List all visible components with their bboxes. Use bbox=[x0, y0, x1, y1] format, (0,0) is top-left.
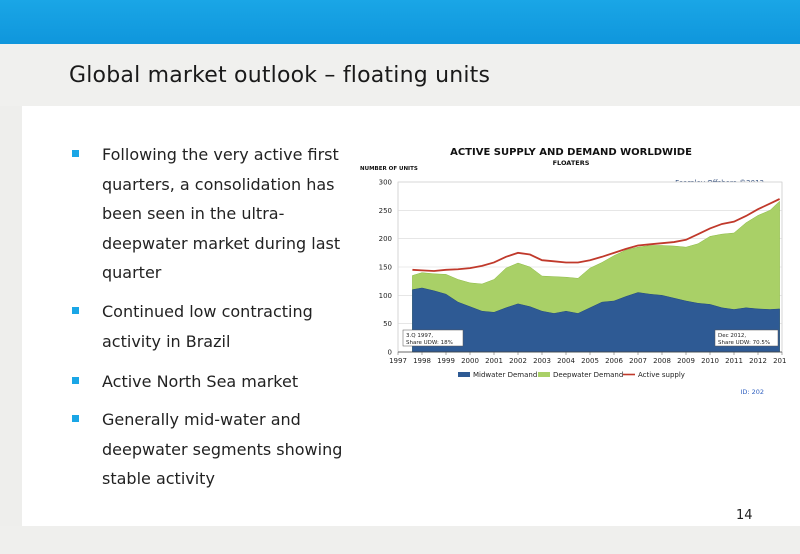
legend-swatch bbox=[458, 372, 470, 377]
supply-demand-chart: ACTIVE SUPPLY AND DEMAND WORLDWIDE FLOAT… bbox=[358, 140, 786, 406]
chart-id-note: ID: 202 bbox=[740, 388, 764, 396]
x-tick-label: 2008 bbox=[653, 357, 671, 365]
title-band bbox=[0, 44, 800, 106]
annotation-left-line2: Share UDW: 18% bbox=[406, 340, 453, 346]
annotation-left-line1: 3.Q 1997, bbox=[406, 333, 433, 339]
y-tick-label: 0 bbox=[388, 349, 392, 357]
bullet-item: Following the very active first quarters… bbox=[72, 140, 351, 288]
bullet-square-icon bbox=[72, 415, 79, 422]
chart-subtitle: FLOATERS bbox=[553, 159, 590, 167]
legend-swatch bbox=[538, 372, 550, 377]
x-tick-label: 2011 bbox=[725, 357, 743, 365]
x-tick-label: 2002 bbox=[509, 357, 527, 365]
annotation-right-line1: Dec 2012, bbox=[718, 333, 746, 339]
x-tick-label: 1999 bbox=[437, 357, 455, 365]
bullet-text: Generally mid-water and deepwater segmen… bbox=[102, 410, 343, 488]
y-tick-label: 300 bbox=[379, 179, 392, 187]
x-tick-label: 2006 bbox=[605, 357, 623, 365]
midwater-demand-area bbox=[412, 287, 780, 353]
active-supply-line bbox=[412, 198, 780, 272]
annotation-left: 3.Q 1997, Share UDW: 18% bbox=[402, 329, 464, 347]
legend-label: Midwater Demand bbox=[473, 371, 537, 379]
y-tick-label: 50 bbox=[383, 320, 392, 328]
x-tick-label: 2012 bbox=[749, 357, 767, 365]
y-tick-label: 200 bbox=[379, 235, 392, 243]
x-tick-label: 1997 bbox=[389, 357, 407, 365]
bullet-text: Active North Sea market bbox=[102, 372, 299, 391]
slide-title: Global market outlook – floating units bbox=[69, 63, 491, 88]
annotation-right-line2: Share UDW: 70.5% bbox=[718, 340, 770, 346]
area-series-layer bbox=[412, 198, 780, 353]
y-tick-label: 150 bbox=[379, 264, 392, 272]
x-tick-label: 2003 bbox=[533, 357, 551, 365]
chart-title: ACTIVE SUPPLY AND DEMAND WORLDWIDE bbox=[450, 147, 692, 158]
x-tick-label: 2009 bbox=[677, 357, 695, 365]
legend-label: Deepwater Demand bbox=[553, 371, 623, 379]
bullet-text: Following the very active first quarters… bbox=[102, 145, 341, 282]
x-tick-label: 1998 bbox=[413, 357, 431, 365]
footer-band bbox=[0, 526, 800, 554]
legend-label: Active supply bbox=[638, 371, 685, 379]
annotation-right: Dec 2012, Share UDW: 70.5% bbox=[714, 329, 779, 347]
bullet-item: Active North Sea market bbox=[72, 367, 351, 397]
x-tick-label: 2010 bbox=[701, 357, 719, 365]
x-tick-label: 2001 bbox=[485, 357, 503, 365]
bullet-item: Continued low contracting activity in Br… bbox=[72, 297, 351, 356]
header-band bbox=[0, 0, 800, 44]
x-tick-label: 2004 bbox=[557, 357, 575, 365]
bullet-square-icon bbox=[72, 377, 79, 384]
bullet-text: Continued low contracting activity in Br… bbox=[102, 302, 313, 351]
bullet-item: Generally mid-water and deepwater segmen… bbox=[72, 405, 351, 494]
page-number: 14 bbox=[736, 508, 753, 523]
y-tick-label: 250 bbox=[379, 207, 392, 215]
left-margin-panel bbox=[0, 106, 22, 526]
x-tick-label: 2000 bbox=[461, 357, 479, 365]
chart-legend: Midwater Demand Deepwater Demand Active su… bbox=[458, 371, 685, 379]
axis-tick-layer: 0 50 100 150 200 250 300 1997 1998 1999 2000 2001 20… bbox=[379, 179, 786, 366]
bullet-square-icon bbox=[72, 150, 79, 157]
y-axis-label: NUMBER OF UNITS bbox=[360, 166, 418, 172]
x-tick-label: 2005 bbox=[581, 357, 599, 365]
x-tick-label: 2007 bbox=[629, 357, 647, 365]
bullet-square-icon bbox=[72, 307, 79, 314]
y-tick-label: 100 bbox=[379, 292, 392, 300]
